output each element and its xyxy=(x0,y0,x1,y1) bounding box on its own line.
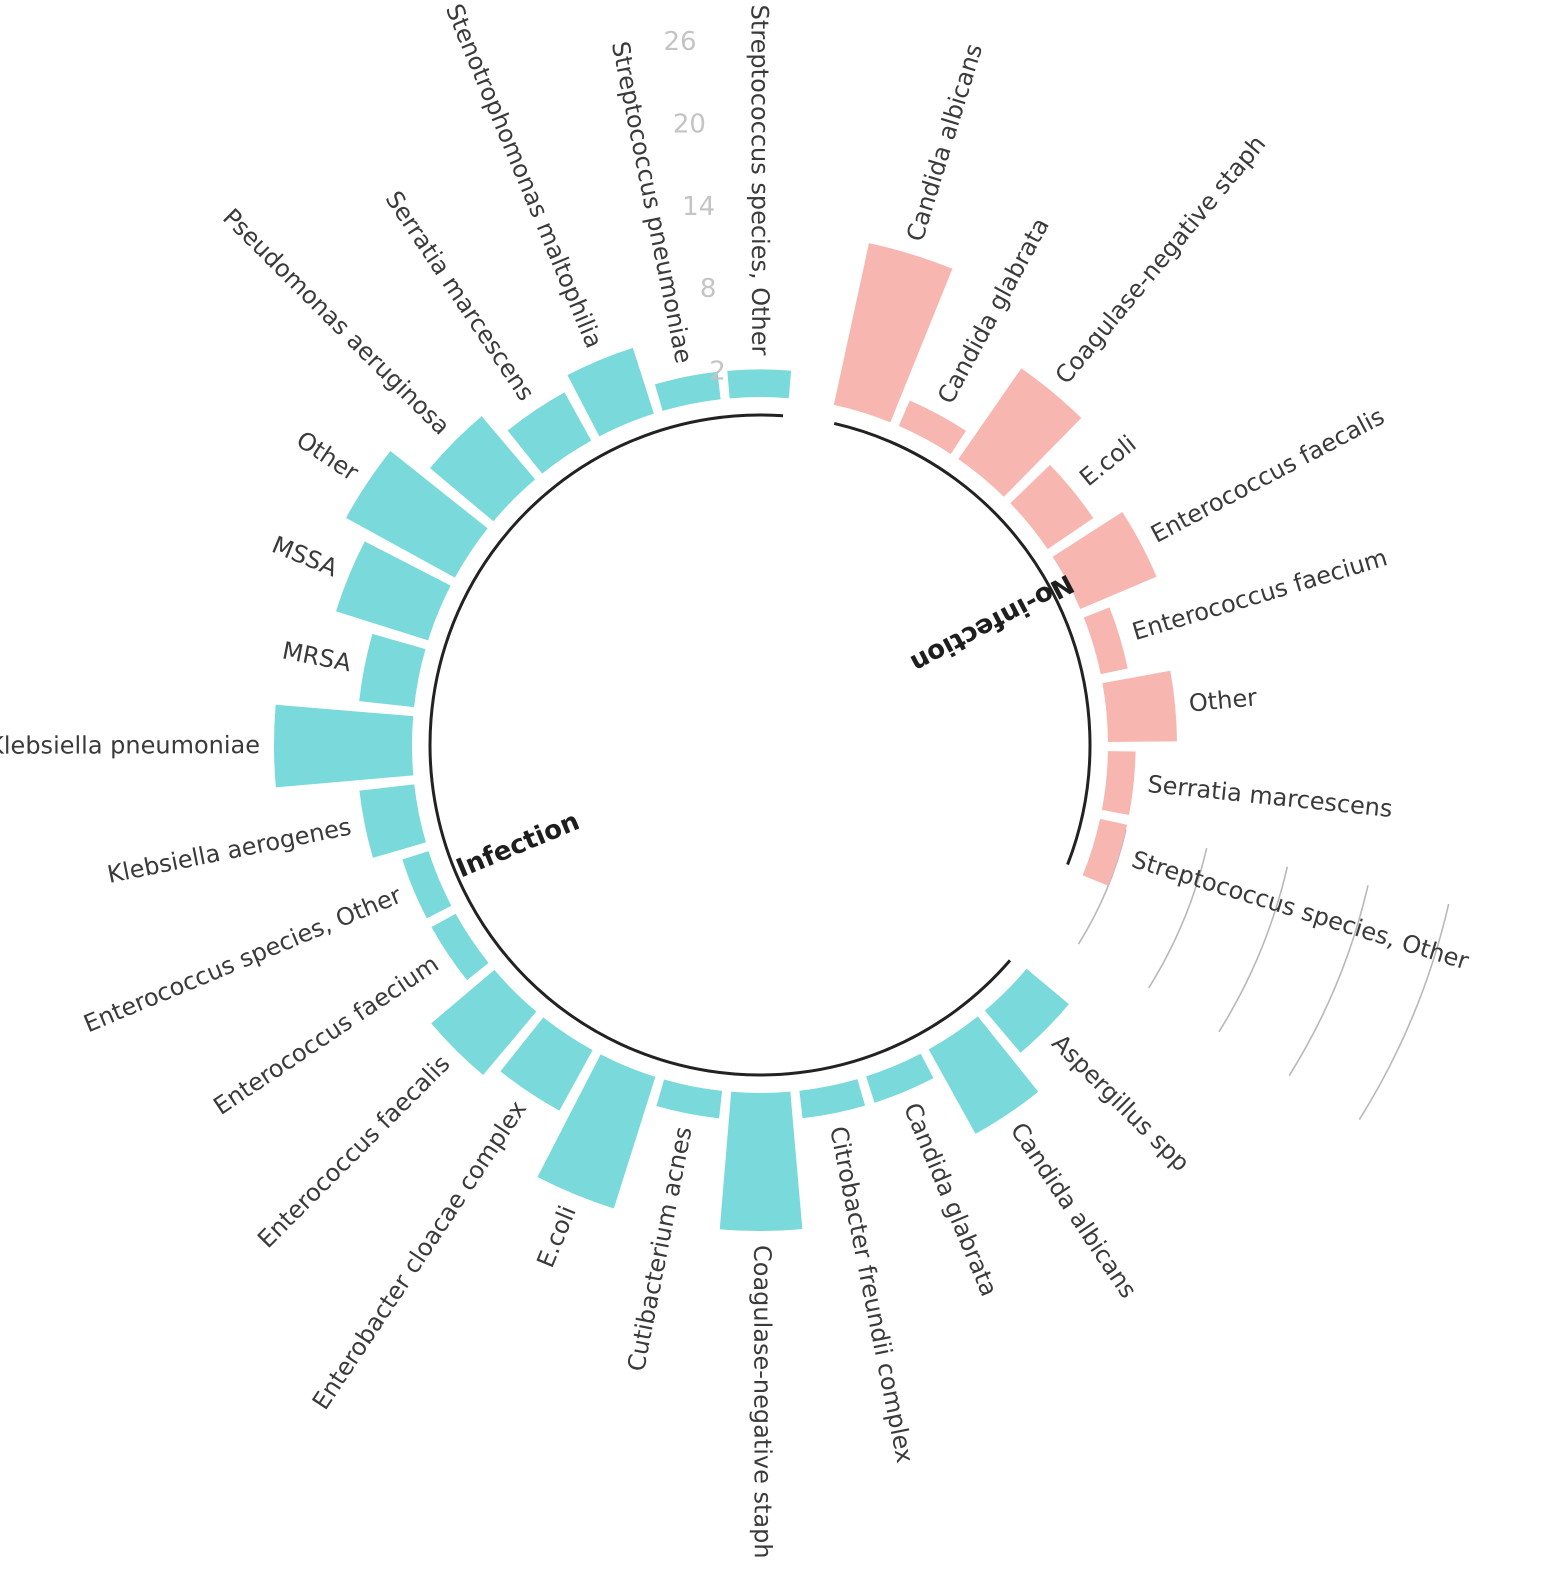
bar-infection-klebsiella-pneumoniae xyxy=(274,704,414,788)
bar-infection-candida-albicans xyxy=(928,1016,1039,1134)
scale-label-26: 26 xyxy=(663,27,696,57)
group-arc-infection xyxy=(428,413,1012,1077)
bar-label-infection-enterobacter-cloacae-complex: Enterobacter cloacae complex xyxy=(307,1096,532,1415)
bar-label-infection-coagulase-negative-staph: Coagulase-negative staph xyxy=(748,1245,777,1559)
bar-infection-klebsiella-aerogenes xyxy=(359,784,426,858)
bar-no-infection-serratia-marcescens xyxy=(1101,751,1136,816)
bar-infection-enterobacter-cloacae-complex xyxy=(500,1017,593,1111)
scale-label-8: 8 xyxy=(700,274,717,304)
bar-no-infection-enterococcus-faecalis xyxy=(1052,511,1157,610)
bar-label-no-infection-serratia-marcescens: Serratia marcescens xyxy=(1146,770,1394,823)
bar-infection-mssa xyxy=(335,541,451,641)
bar-label-infection-mrsa: MRSA xyxy=(280,636,354,677)
grid-layer xyxy=(1077,829,1450,1120)
bar-label-no-infection-candida-albicans: Candida albicans xyxy=(901,40,988,244)
scale-label-20: 20 xyxy=(673,110,706,140)
bar-infection-coagulase-negative-staph xyxy=(719,1091,803,1231)
bar-no-infection-other xyxy=(1102,670,1177,742)
group-arc-no-infection xyxy=(833,421,1092,866)
bar-infection-e-coli xyxy=(537,1054,656,1209)
bar-label-no-infection-enterococcus-faecium: Enterococcus faecium xyxy=(1129,543,1391,646)
scale-label-14: 14 xyxy=(682,192,715,222)
bar-infection-enterococcus-faecium xyxy=(431,913,489,981)
reference-arc-26 xyxy=(1358,903,1450,1120)
bar-no-infection-candida-glabrata xyxy=(898,400,966,454)
bar-no-infection-enterococcus-faecium xyxy=(1083,607,1128,675)
bar-infection-other xyxy=(346,451,488,578)
bar-label-infection-cutibacterium-acnes: Cutibacterium acnes xyxy=(622,1124,697,1373)
bar-label-infection-e-coli: E.coli xyxy=(531,1202,581,1272)
bar-infection-pseudomonas-aeruginosa xyxy=(429,416,536,522)
bar-infection-candida-glabrata xyxy=(866,1053,934,1103)
bar-infection-streptococcus-pneumoniae xyxy=(654,371,721,411)
bar-no-infection-streptococcus-species-other xyxy=(1082,818,1128,886)
reference-arc-8 xyxy=(1148,847,1208,989)
bar-infection-streptococcus-species-other xyxy=(727,369,792,399)
reference-arc-20 xyxy=(1288,885,1369,1077)
bar-infection-stenotrophomonas-maltophilia xyxy=(567,347,654,437)
bar-infection-serratia-marcescens xyxy=(507,392,592,474)
bar-label-infection-klebsiella-aerogenes: Klebsiella aerogenes xyxy=(105,813,354,889)
bar-label-no-infection-e-coli: E.coli xyxy=(1074,430,1141,492)
group-label-no-infection: No-infection xyxy=(905,568,1078,679)
bar-label-infection-candida-glabrata: Candida glabrata xyxy=(898,1099,1003,1301)
bar-no-infection-coagulase-negative-staph xyxy=(958,368,1082,497)
bar-label-infection-aspergillus-spp: Aspergillus spp xyxy=(1046,1029,1195,1177)
bar-label-infection-other: Other xyxy=(291,426,363,487)
scale-label-2: 2 xyxy=(709,356,726,386)
bar-label-no-infection-candida-glabrata: Candida glabrata xyxy=(932,213,1055,408)
bar-label-no-infection-coagulase-negative-staph: Coagulase-negative staph xyxy=(1050,130,1272,389)
bar-infection-cutibacterium-acnes xyxy=(656,1079,723,1119)
bar-label-infection-candida-albicans: Candida albicans xyxy=(1005,1117,1143,1303)
bar-label-infection-klebsiella-pneumoniae: Klebsiella pneumoniae xyxy=(0,731,260,760)
bar-infection-citrobacter-freundii-complex xyxy=(799,1079,866,1119)
group-label-infection: Infection xyxy=(452,806,584,884)
group-layer: No-infection Infection xyxy=(428,413,1092,1077)
bar-label-infection-streptococcus-species-other: Streptococcus species, Other xyxy=(745,5,774,356)
bar-infection-enterococcus-faecalis xyxy=(431,969,537,1076)
bar-label-no-infection-enterococcus-faecalis: Enterococcus faecalis xyxy=(1146,402,1389,548)
bar-infection-aspergillus-spp xyxy=(984,968,1069,1053)
bar-label-infection-mssa: MSSA xyxy=(268,531,342,583)
reference-arc-14 xyxy=(1218,866,1289,1033)
bar-no-infection-candida-albicans xyxy=(833,243,953,423)
bar-label-no-infection-streptococcus-species-other: Streptococcus species, Other xyxy=(1128,845,1472,975)
bars-layer xyxy=(274,243,1177,1231)
bar-infection-enterococcus-species-other xyxy=(402,851,452,919)
bar-infection-mrsa xyxy=(359,633,426,708)
bar-label-infection-citrobacter-freundii-complex: Citrobacter freundii complex xyxy=(824,1124,919,1465)
bar-label-no-infection-other: Other xyxy=(1188,683,1259,717)
bar-no-infection-e-coli xyxy=(1010,464,1094,550)
